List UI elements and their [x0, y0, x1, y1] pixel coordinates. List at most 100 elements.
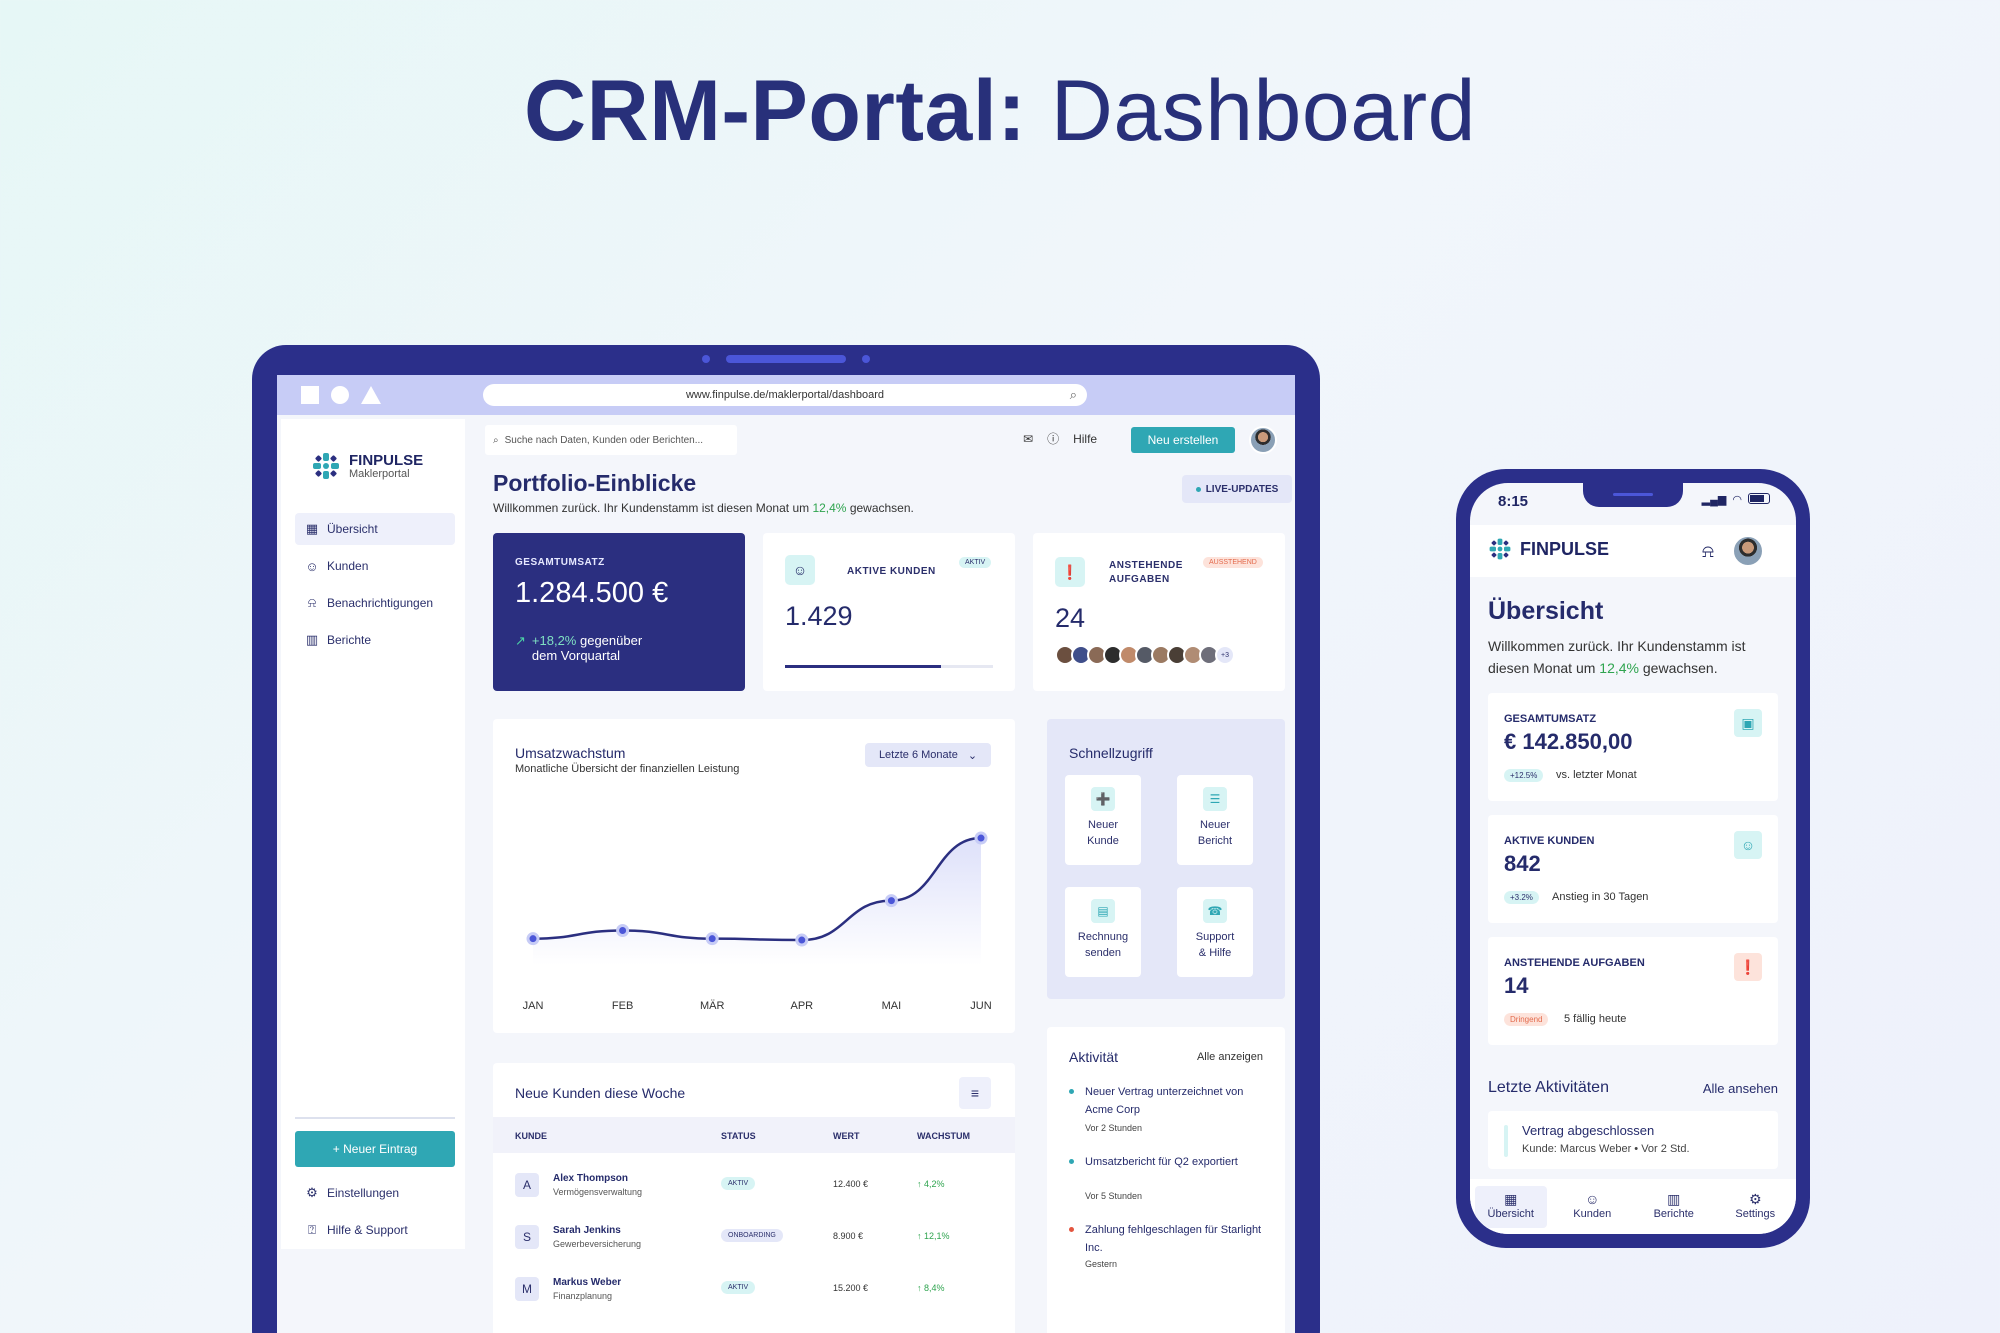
square-icon	[301, 386, 319, 404]
kpi-value: 14	[1504, 973, 1529, 998]
report-icon: ☰	[1203, 787, 1227, 811]
table-row[interactable]: S Sarah Jenkins Gewerbeversicherung ONBO…	[493, 1211, 1015, 1263]
chart-icon: ▥	[305, 632, 319, 647]
x-tick-label: APR	[790, 1000, 813, 1012]
sidebar-item-settings[interactable]: ⚙ Einstellungen	[295, 1177, 455, 1209]
quick-new-report[interactable]: ☰ Neuer Bericht	[1177, 775, 1253, 865]
customer-name: Markus Weber	[553, 1277, 622, 1288]
table-row[interactable]: A Alex Thompson Vermögensverwaltung AKTI…	[493, 1159, 1015, 1211]
status-badge: AKTIV	[959, 557, 992, 568]
quick-support[interactable]: ☎ Support & Hilfe	[1177, 887, 1253, 977]
activity-time: Vor 5 Stunden	[1085, 1191, 1143, 1201]
chart-title: Umsatzwachstum	[515, 745, 626, 761]
sidebar-item-kunden[interactable]: ☺ Kunden	[295, 550, 455, 582]
trend-up-icon: ↗	[515, 633, 526, 648]
kpi-note: 5 fällig heute	[1564, 1013, 1627, 1025]
phone-kpi-tasks[interactable]: ANSTEHENDE AUFGABEN 14 ❗ Dringend 5 fäll…	[1488, 937, 1778, 1045]
kpi-trend: ↗ +18,2% gegenüber dem Vorquartal	[515, 633, 643, 663]
chart-point-apr	[795, 933, 809, 947]
sidebar-item-berichte[interactable]: ▥ Berichte	[295, 624, 455, 656]
phone-brand[interactable]: FINPULSE	[1488, 537, 1609, 561]
sidebar-item-label: Berichte	[327, 633, 372, 647]
brand[interactable]: FINPULSE Maklerportal	[311, 451, 423, 481]
sidebar-nav: ▦ Übersicht ☺ Kunden ⍾ Benachrichtigunge…	[295, 513, 455, 661]
activity-text: Neuer Vertrag unterzeichnet von Acme Cor…	[1085, 1086, 1244, 1116]
status-badge: AKTIV	[721, 1281, 756, 1294]
kpi-label: GESAMTUMSATZ	[515, 557, 605, 568]
kpi-revenue-card: GESAMTUMSATZ 1.284.500 € ↗ +18,2% gegenü…	[493, 533, 745, 691]
col-wachstum: WACHSTUM	[917, 1131, 970, 1141]
user-avatar[interactable]	[1732, 535, 1764, 567]
range-dropdown[interactable]: Letzte 6 Monate ⌄	[865, 743, 991, 767]
help-link[interactable]: Hilfe	[1073, 431, 1098, 446]
kpi-value: 842	[1504, 851, 1541, 876]
mail-icon[interactable]: ✉	[1023, 431, 1034, 446]
quick-access-card: Schnellzugriff ➕ Neuer Kunde ☰ Neuer Beric…	[1047, 719, 1285, 999]
bell-icon: ⍾	[307, 595, 317, 610]
new-entry-button[interactable]: + Neuer Eintrag	[295, 1131, 455, 1167]
page-subtitle: Willkommen zurück. Ihr Kundenstamm ist d…	[493, 501, 914, 515]
phone-kpi-revenue[interactable]: GESAMTUMSATZ € 142.850,00 ▣ +12.5% vs. l…	[1488, 693, 1778, 801]
avatar: S	[515, 1225, 539, 1249]
battery-icon	[1748, 493, 1770, 504]
recent-activity-item[interactable]: Vertrag abgeschlossen Kunde: Marcus Webe…	[1488, 1111, 1778, 1169]
tab-settings[interactable]: ⚙ Settings	[1719, 1186, 1791, 1228]
tab-berichte[interactable]: ▥ Berichte	[1638, 1186, 1710, 1228]
search-placeholder: Suche nach Daten, Kunden oder Berichten.…	[504, 434, 704, 446]
url-bar[interactable]: www.finpulse.de/maklerportal/dashboard ⌕	[483, 384, 1087, 406]
phone-kpi-customers[interactable]: AKTIVE KUNDEN 842 ☺ +3.2% Anstieg in 30 …	[1488, 815, 1778, 923]
sidebar-item-help[interactable]: ⍰ Hilfe & Support	[295, 1214, 455, 1246]
customer-growth: ↑ 12,1%	[917, 1231, 950, 1241]
search-input[interactable]: ⌕ Suche nach Daten, Kunden oder Berichte…	[485, 425, 737, 455]
signal-icon: ▂▄▆	[1701, 494, 1727, 506]
x-tick-label: JAN	[523, 1000, 544, 1012]
customer-category: Vermögensverwaltung	[553, 1187, 643, 1197]
status-badge: AUSSTEHEND	[1203, 557, 1263, 568]
quick-new-customer[interactable]: ➕ Neuer Kunde	[1065, 775, 1141, 865]
kpi-customers-card: ☺ AKTIVE KUNDEN AKTIV 1.429	[763, 533, 1015, 691]
show-all-link[interactable]: Alle anzeigen	[1196, 1051, 1263, 1063]
avatar: M	[515, 1277, 539, 1301]
sidebar-item-benachrichtigungen[interactable]: ⍾ Benachrichtigungen	[295, 587, 455, 619]
headline-light: Dashboard	[1050, 63, 1476, 159]
phone-subtitle: Willkommen zurück. Ihr Kundenstamm ist d…	[1488, 638, 1746, 676]
bell-icon[interactable]: ⍾	[1702, 541, 1714, 561]
laptop-screen: www.finpulse.de/maklerportal/dashboard ⌕…	[277, 375, 1295, 1333]
finpulse-logo-icon	[313, 453, 339, 479]
quick-title: Schnellzugriff	[1069, 745, 1153, 761]
table-row[interactable]: M Markus Weber Finanzplanung AKTIV 15.20…	[493, 1263, 1015, 1315]
phone-screen: 8:15 ▂▄▆ ◠ FINPULSE ⍾ Übersicht Willkomm…	[1470, 483, 1796, 1234]
filter-icon[interactable]: ≡	[959, 1077, 991, 1109]
recent-activity-title: Letzte Aktivitäten	[1488, 1079, 1609, 1096]
see-all-link[interactable]: Alle ansehen	[1702, 1081, 1778, 1096]
laptop-mockup: www.finpulse.de/maklerportal/dashboard ⌕…	[252, 345, 1320, 1333]
gear-icon: ⚙	[1748, 1190, 1762, 1207]
quick-send-invoice[interactable]: ▤ Rechnung senden	[1065, 887, 1141, 977]
assignee-avatars[interactable]: +3	[1055, 645, 1235, 665]
tab-kunden[interactable]: ☺ Kunden	[1556, 1186, 1628, 1228]
circle-icon	[331, 386, 349, 404]
x-tick-label: MAI	[882, 1000, 902, 1012]
revenue-chart-card: Umsatzwachstum Monatliche Übersicht der …	[493, 719, 1015, 1033]
live-updates-badge[interactable]: LIVE-UPDATES	[1182, 475, 1292, 503]
x-tick-label: FEB	[612, 1000, 633, 1012]
tab-uebersicht[interactable]: ▦ Übersicht	[1474, 1185, 1547, 1228]
kpi-label: ANSTEHENDE AUFGABEN	[1504, 957, 1645, 969]
url-text: www.finpulse.de/maklerportal/dashboard	[685, 389, 885, 401]
alert-icon: ❗	[1055, 557, 1085, 587]
phone-notch	[1583, 483, 1683, 507]
sidebar-item-uebersicht[interactable]: ▦ Übersicht	[295, 513, 455, 545]
page-headline: CRM-Portal: Dashboard	[0, 62, 2000, 161]
kpi-label: AKTIVE KUNDEN	[847, 566, 936, 577]
create-button[interactable]: Neu erstellen	[1131, 427, 1235, 453]
sidebar-item-label: Einstellungen	[327, 1186, 400, 1200]
user-avatar[interactable]	[1249, 426, 1277, 454]
kpi-tasks-card: ❗ ANSTEHENDE AUFGABEN AUSSTEHEND 24 +3	[1033, 533, 1285, 691]
chart-point-jan	[526, 932, 540, 946]
phone-mockup: 8:15 ▂▄▆ ◠ FINPULSE ⍾ Übersicht Willkomm…	[1456, 469, 1810, 1248]
x-tick-label: MÄR	[700, 1000, 725, 1012]
help-circle-icon[interactable]: ⓘ	[1047, 432, 1060, 446]
page-title: Portfolio-Einblicke	[493, 470, 697, 496]
customer-name: Alex Thompson	[553, 1173, 629, 1184]
sidebar-item-label: Benachrichtigungen	[327, 596, 434, 610]
